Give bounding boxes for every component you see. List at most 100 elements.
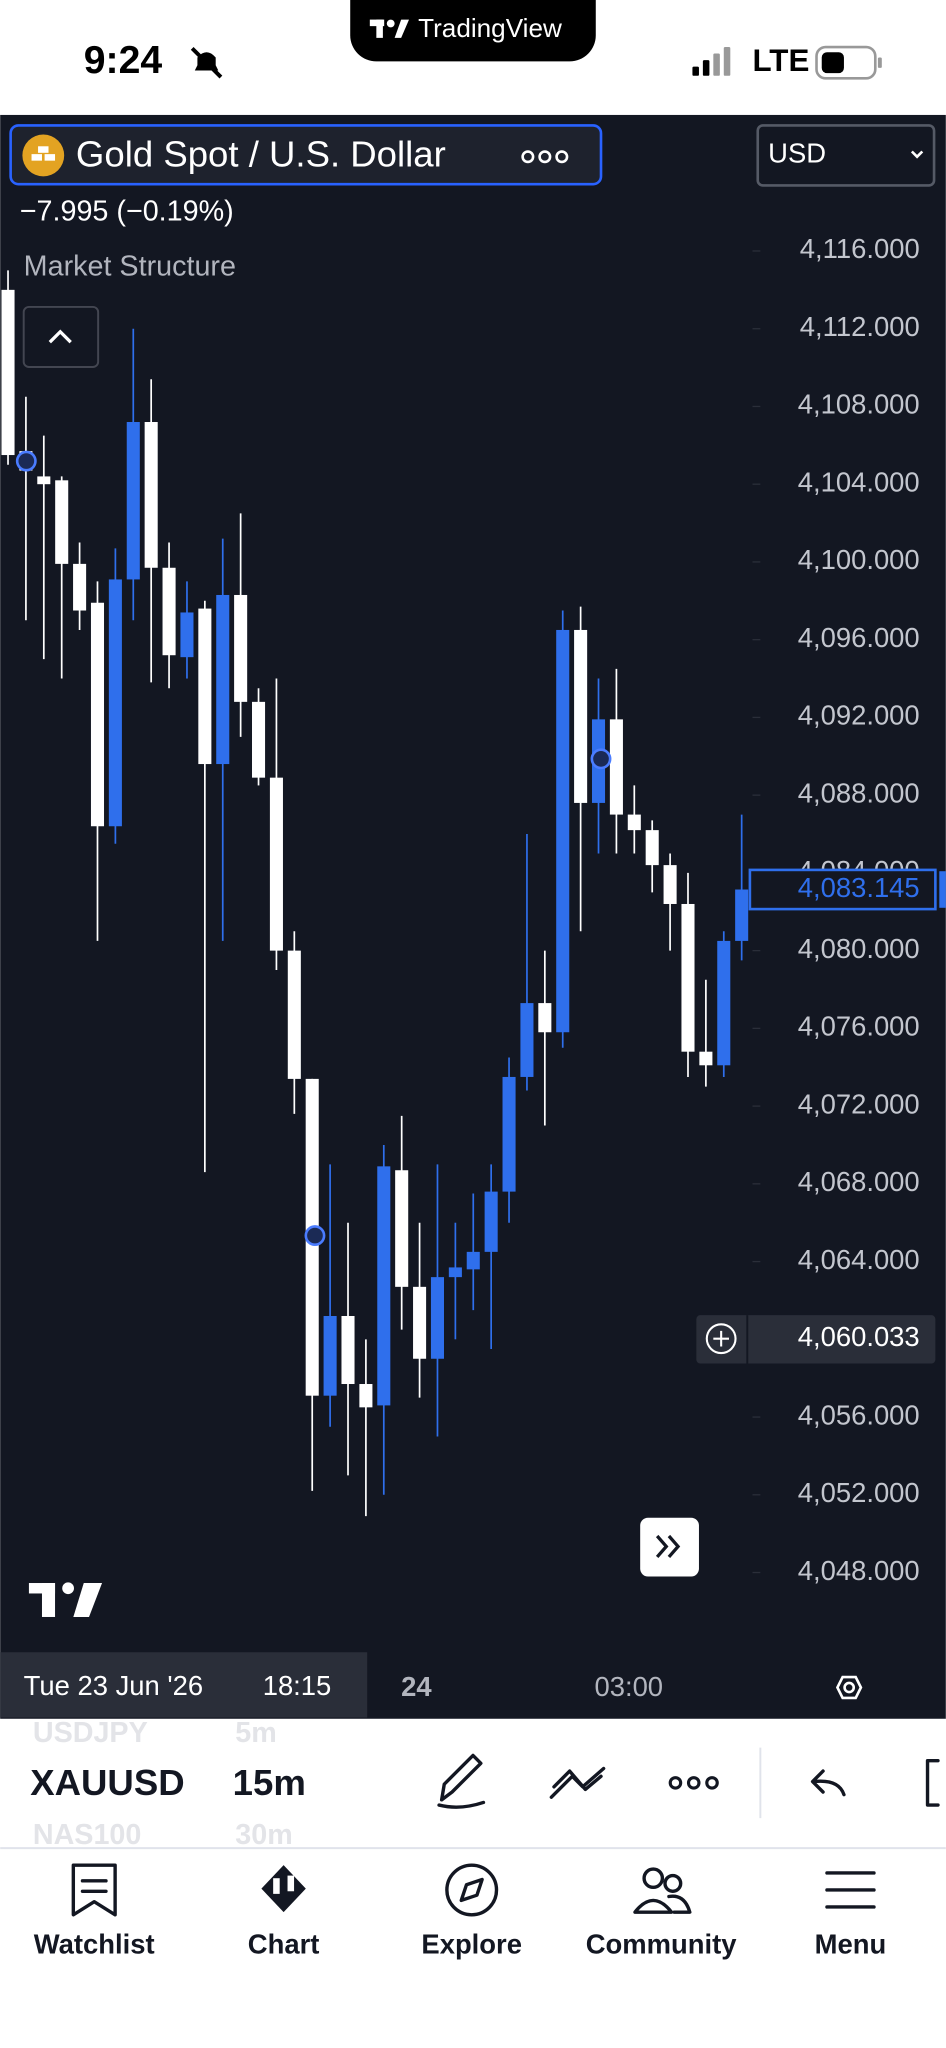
candle-body [1,289,15,456]
y-tick-label: 4,096.000 [798,622,920,653]
candle-body [735,889,749,941]
candle-body [663,865,677,904]
candle-body [681,903,695,1052]
crosshair-price-label: 4,060.033 [798,1321,920,1352]
candle-body [520,1003,534,1077]
add-alert-icon [705,1323,737,1355]
candle-body [198,608,212,765]
candle-body [269,777,283,951]
symbol-current[interactable]: XAUUSD [30,1762,184,1803]
y-tick-label: 4,056.000 [798,1399,920,1430]
last-price-box [748,868,937,911]
tab-label[interactable]: Community [586,1928,737,1959]
candle-body [484,1191,498,1252]
silent-icon [190,46,223,79]
crosshair-time-box [0,1652,368,1718]
candle-body [448,1267,462,1278]
settings-button[interactable] [835,1675,863,1700]
candle-body [430,1277,445,1359]
candle-body [252,701,266,778]
last-price-stub [939,871,946,908]
chart-area [0,114,946,1719]
y-tick-label: 4,068.000 [798,1166,920,1197]
crosshair-time: 18:15 [263,1670,332,1701]
currency-chevron [910,150,924,159]
candle-body [108,579,122,827]
candle-body [538,1003,552,1033]
y-tick-label: 4,048.000 [798,1555,920,1586]
symbol-next[interactable]: NAS100 [33,1819,142,1851]
symbol-selector[interactable] [9,124,603,186]
y-tick-label: 4,100.000 [798,544,920,575]
price-labels: 4,083.145 4,060.033 [696,868,946,1364]
explore-icon [445,1863,499,1917]
interval-next[interactable]: 30m [235,1819,292,1851]
crosshair-date: Tue 23 Jun '26 [24,1670,203,1701]
candle-body [377,1166,391,1406]
candle-body [699,1051,713,1066]
collapse-button[interactable] [22,305,100,368]
candle-body [627,814,641,831]
candle-body [395,1170,409,1287]
y-tick-label: 4,104.000 [798,466,920,497]
y-tick-label: 4,116.000 [800,233,920,264]
tab-label[interactable]: Watchlist [34,1928,155,1959]
watchlist-icon [71,1863,117,1917]
currency-selector[interactable] [756,124,936,187]
candle-body [413,1286,427,1359]
draw-button[interactable] [437,1753,486,1809]
network-label: LTE [753,43,810,78]
toolbar-more-button[interactable] [668,1776,719,1790]
candle-body [144,422,158,568]
toolbar [0,1718,946,1850]
trend-button[interactable] [549,1766,606,1799]
candle-body [55,480,69,564]
add-alert-plus [713,1330,729,1347]
battery-icon [815,45,882,80]
candle-body [73,563,87,611]
last-price-label: 4,083.145 [798,872,920,903]
tab-label[interactable]: Explore [421,1928,522,1959]
y-tick-label: 4,108.000 [798,389,920,420]
undo-button[interactable] [810,1769,846,1797]
interval-current[interactable]: 15m [233,1762,306,1803]
scroll-icon [655,1534,681,1558]
candle-body [502,1076,516,1192]
y-tick-label: 4,088.000 [798,777,920,808]
collapse-chevron [48,329,72,344]
app-badge-label: TradingView [418,13,562,43]
indicator-name: Market Structure [24,250,236,282]
time-label: 24 [401,1671,432,1702]
candle-body [90,602,105,827]
tv-logo [28,1582,103,1617]
more-button[interactable] [521,150,569,164]
candle-body [287,950,301,1079]
signal-icon [692,47,731,76]
scroll-to-latest-button[interactable] [640,1517,699,1577]
interval-prev[interactable]: 5m [235,1717,277,1749]
time-label: 03:00 [594,1671,663,1702]
app-badge [350,0,596,62]
y-tick-label: 4,080.000 [798,933,920,964]
clock: 9:24 [84,39,163,82]
candle-body [466,1251,480,1270]
price-change: −7.995 (−0.19%) [20,195,234,227]
symbol-prev[interactable]: USDJPY [33,1717,148,1749]
candle-body [341,1315,355,1385]
candle-body [645,830,659,866]
candle-body [609,719,623,815]
candle-body [162,567,176,656]
candle-body [574,629,588,803]
badge-logo [369,19,409,38]
y-tick-label: 4,076.000 [798,1011,920,1042]
candle-body [359,1384,373,1408]
y-tick-label: 4,072.000 [798,1088,920,1119]
fullscreen-button[interactable] [925,1758,940,1807]
candle-body [234,594,248,702]
tab-label[interactable]: Chart [248,1928,320,1959]
y-tick-label: 4,064.000 [798,1244,920,1275]
tab-label[interactable]: Menu [815,1928,887,1959]
candle-body [556,629,570,1033]
candle-body [180,612,194,658]
